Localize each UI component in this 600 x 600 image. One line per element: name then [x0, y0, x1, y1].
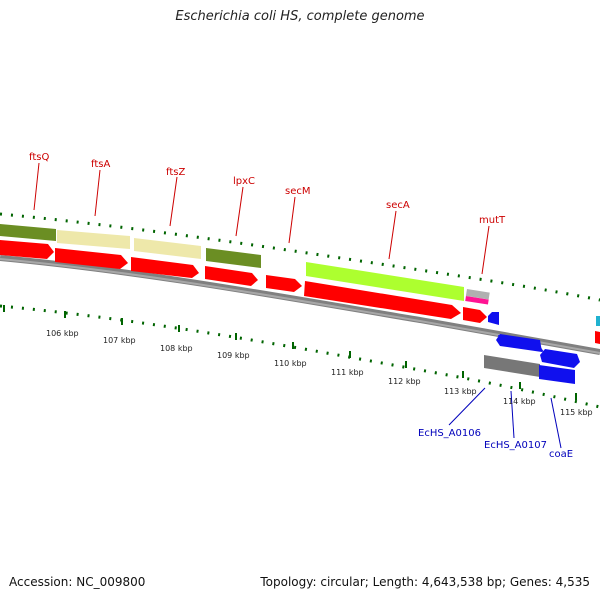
gene-label-echs-a0107: EcHS_A0107 [484, 440, 547, 451]
leader-seca [388, 210, 397, 260]
gene-label-secm: secM [285, 186, 311, 197]
gene-label-ftsq: ftsQ [29, 152, 49, 163]
cds-arrow-edge [595, 331, 600, 344]
cds-arrow-2 [55, 248, 128, 269]
gene-label-lpxc: lpxC [233, 176, 255, 187]
topology-label: Topology: circular; Length: 4,643,538 bp… [260, 575, 590, 589]
kbp-scale [3, 305, 577, 400]
kbp-label-114: 114 kbp [503, 397, 536, 406]
gene-label-ftsa: ftsA [91, 159, 110, 170]
genome-backbone-shadow [0, 258, 600, 354]
accession-label: Accession: NC_009800 [9, 575, 146, 589]
map-title: Escherichia coli HS, complete genome [175, 9, 425, 24]
kbp-label-107: 107 kbp [103, 336, 136, 345]
kbp-label-115: 115 kbp [560, 408, 593, 417]
gene-coae-lower-feature [539, 365, 575, 384]
kbp-label-111: 111 kbp [331, 368, 364, 377]
gc-track-lower [0, 304, 600, 409]
gene-ftsz-feature [134, 238, 201, 259]
leader-coae [550, 397, 562, 449]
kbp-label-113: 113 kbp [444, 387, 477, 396]
kbp-label-112: 112 kbp [388, 377, 421, 386]
kbp-label-110: 110 kbp [274, 359, 307, 368]
leader-secm [288, 196, 296, 244]
leader-lpxc [235, 186, 244, 237]
gene-lpxc-feature [206, 248, 261, 268]
gene-label-echs-a0106: EcHS_A0106 [418, 428, 481, 439]
gene-echs-a0107-feature [484, 355, 540, 377]
gene-mutt-feature-a [465, 289, 490, 300]
leader-mutt [481, 225, 490, 275]
kbp-label-109: 109 kbp [217, 351, 250, 360]
cds-arrow-4 [205, 266, 258, 286]
gene-mutt-feature-b [465, 296, 489, 305]
gene-coae-feature-blue [496, 334, 542, 352]
gene-ftsa-feature [57, 230, 130, 249]
gene-label-seca: secA [386, 200, 410, 211]
kbp-label-106: 106 kbp [46, 329, 79, 338]
leader-ftsa [94, 169, 101, 217]
gene-label-ftsz: ftsZ [166, 167, 185, 178]
kbp-label-108: 108 kbp [160, 344, 193, 353]
gene-label-mutt: mutT [479, 215, 506, 226]
cds-arrow-7 [463, 307, 487, 323]
cds-arrow-1 [0, 240, 54, 259]
cds-arrow-3 [131, 257, 199, 278]
gene-echs-a0106-feature [488, 312, 499, 325]
gene-right-blue-arrow [540, 349, 580, 368]
leader-ftsz [169, 176, 178, 227]
leader-echs-a0107 [510, 390, 515, 439]
gene-seca-feature [306, 262, 464, 301]
cds-arrow-6 [304, 281, 461, 319]
gene-label-coae: coaE [549, 449, 573, 460]
edge-cyan-feature [596, 316, 600, 326]
leader-ftsq [33, 162, 40, 211]
gene-ftsq-feature [0, 224, 56, 241]
leader-echs-a0106 [448, 387, 486, 426]
cds-arrow-5 [266, 275, 302, 292]
